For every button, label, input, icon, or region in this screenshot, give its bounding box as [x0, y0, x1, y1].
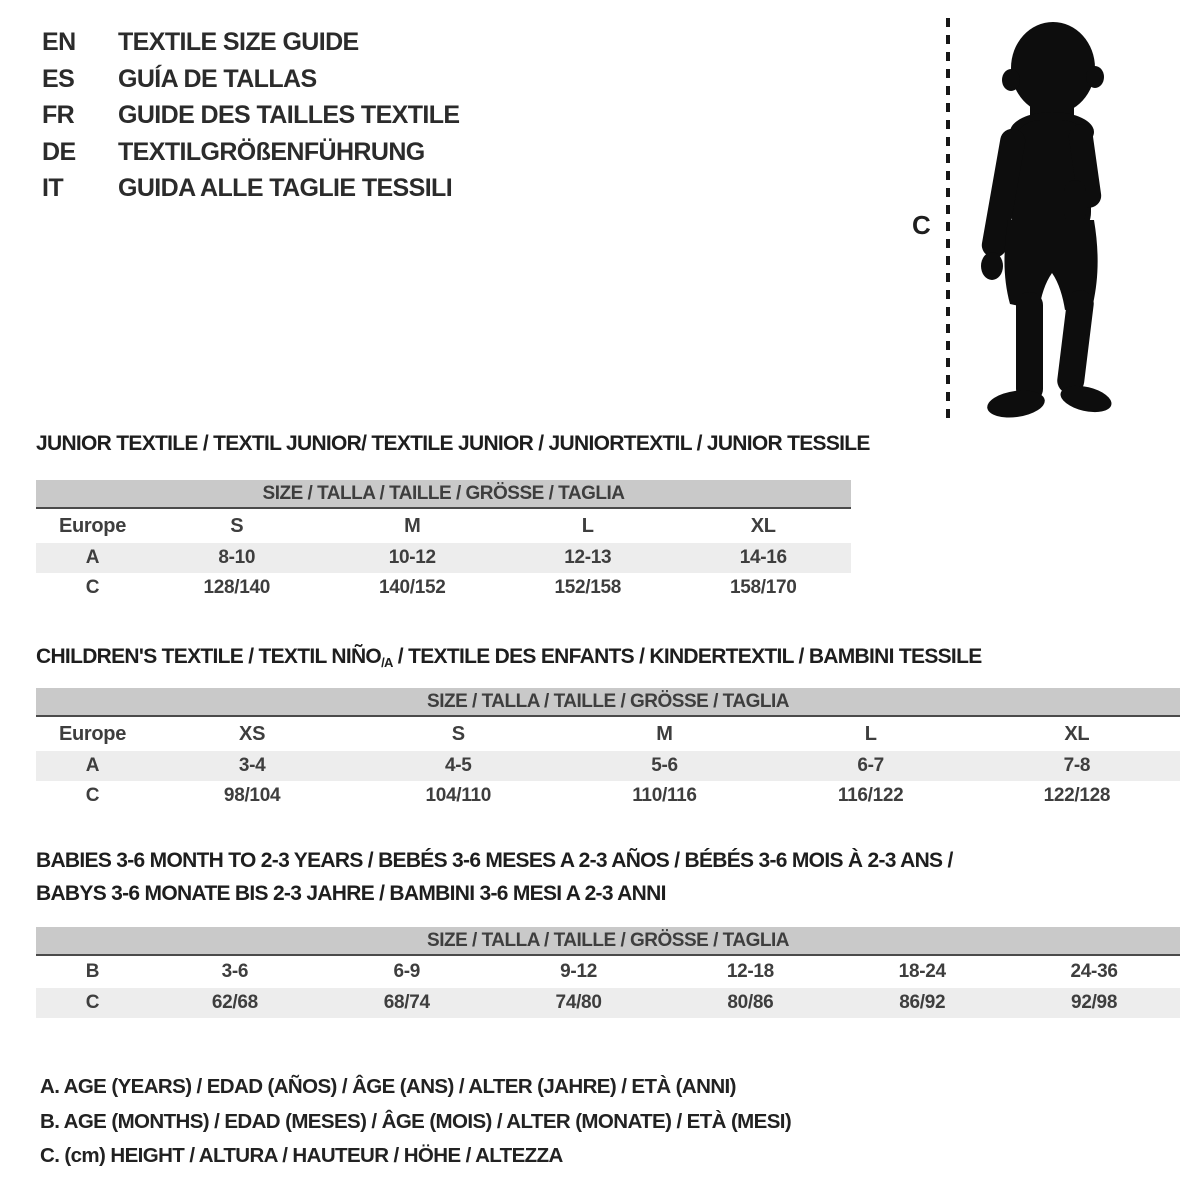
language-row-fr: FR GUIDE DES TAILLES TEXTILE [42, 97, 460, 134]
size-header-row: SIZE / TALLA / TAILLE / GRÖSSE / TAGLIA [36, 688, 1180, 717]
age-cell: 12-18 [726, 961, 774, 982]
region-size-row: Europe XS S M L XL [36, 716, 1180, 751]
age-cell: 5-6 [561, 751, 768, 781]
height-cell: 116/122 [837, 785, 904, 806]
junior-size-table: SIZE / TALLA / TAILLE / GRÖSSE / TAGLIA … [36, 480, 851, 603]
language-title: GUÍA DE TALLAS [118, 64, 317, 93]
row-label: A [36, 751, 149, 781]
language-row-de: DE TEXTILGRÖßENFÜHRUNG [42, 134, 460, 171]
language-title: TEXTILGRÖßENFÜHRUNG [118, 137, 425, 166]
height-cell: 122/128 [1043, 785, 1111, 806]
children-title-text: CHILDREN'S TEXTILE / TEXTIL NIÑO [36, 645, 382, 668]
age-cell: 10-12 [324, 543, 500, 573]
babies-size-table: SIZE / TALLA / TAILLE / GRÖSSE / TAGLIA … [36, 927, 1180, 1018]
language-title: TEXTILE SIZE GUIDE [118, 28, 359, 56]
height-measure-label: C [912, 210, 931, 240]
row-label: C [85, 785, 100, 806]
row-label: B [85, 961, 100, 982]
language-code: DE [42, 137, 76, 166]
age-cell: 18-24 [898, 961, 946, 982]
age-cell: 7-8 [973, 751, 1180, 781]
height-cell: 104/110 [425, 785, 492, 806]
language-title-list: EN TEXTILE SIZE GUIDE ES GUÍA DE TALLAS … [42, 24, 460, 207]
age-cell: 6-7 [767, 751, 974, 781]
height-dashed-line [946, 18, 950, 418]
language-code: FR [42, 101, 75, 130]
size-column-header: L [864, 722, 877, 745]
age-cell: 3-4 [149, 751, 356, 781]
legend-height-cm: C. (cm) HEIGHT / ALTURA / HAUTEUR / HÖHE… [40, 1144, 563, 1167]
age-cell: 6-9 [393, 961, 421, 982]
height-cell: 68/74 [320, 988, 493, 1018]
size-header-bar: SIZE / TALLA / TAILLE / GRÖSSE / TAGLIA [36, 688, 1180, 717]
size-header-row: SIZE / TALLA / TAILLE / GRÖSSE / TAGLIA [36, 480, 851, 509]
height-row: C 128/140 140/152 152/158 158/170 [36, 573, 851, 603]
size-column-header: S [230, 514, 244, 537]
language-code: IT [42, 174, 64, 203]
size-column-header: M [404, 514, 421, 537]
size-column-header: S [451, 722, 465, 745]
height-cell: 80/86 [664, 988, 837, 1018]
height-cell: 86/92 [836, 988, 1009, 1018]
size-header-row: SIZE / TALLA / TAILLE / GRÖSSE / TAGLIA [36, 927, 1180, 956]
language-row-it: IT GUIDA ALLE TAGLIE TESSILI [42, 170, 460, 207]
language-code: EN [42, 28, 76, 56]
children-size-table: SIZE / TALLA / TAILLE / GRÖSSE / TAGLIA … [36, 688, 1180, 811]
height-cell: 62/68 [149, 988, 321, 1018]
babies-title-line1: BABIES 3-6 MONTH TO 2-3 YEARS / BEBÉS 3-… [36, 849, 953, 872]
height-cell: 110/116 [632, 785, 697, 806]
language-row-en: EN TEXTILE SIZE GUIDE [42, 24, 460, 61]
height-cell: 140/152 [378, 577, 446, 598]
size-header-bar: SIZE / TALLA / TAILLE / GRÖSSE / TAGLIA [36, 480, 851, 509]
babies-section-title: BABIES 3-6 MONTH TO 2-3 YEARS / BEBÉS 3-… [36, 844, 953, 910]
junior-section-title: JUNIOR TEXTILE / TEXTIL JUNIOR/ TEXTILE … [36, 432, 870, 455]
babies-title-line2: BABYS 3-6 MONATE BIS 2-3 JAHRE / BAMBINI… [36, 882, 666, 905]
toddler-silhouette [981, 22, 1112, 418]
region-label: Europe [58, 722, 127, 745]
language-code: ES [42, 64, 75, 93]
age-cell: 4-5 [355, 751, 562, 781]
height-row: C 98/104 104/110 110/116 116/122 122/128 [36, 781, 1180, 811]
size-column-header: XS [239, 722, 266, 745]
age-row: A 8-10 10-12 12-13 14-16 [36, 543, 851, 573]
legend-age-years: A. AGE (YEARS) / EDAD (AÑOS) / ÂGE (ANS)… [40, 1075, 736, 1098]
language-title: GUIDA ALLE TAGLIE TESSILI [118, 174, 453, 203]
height-cell: 98/104 [223, 785, 281, 806]
children-title-text: / TEXTILE DES ENFANTS / KINDERTEXTIL / B… [392, 645, 982, 668]
height-cell: 74/80 [492, 988, 665, 1018]
children-title-subscript: /A [381, 655, 393, 670]
language-row-es: ES GUÍA DE TALLAS [42, 61, 460, 98]
height-row: C 62/68 68/74 74/80 80/86 86/92 92/98 [36, 988, 1180, 1018]
height-cell: 152/158 [554, 577, 622, 598]
age-months-row: B 3-6 6-9 9-12 12-18 18-24 24-36 [36, 955, 1180, 988]
height-cell: 158/170 [729, 577, 797, 598]
size-column-header: M [656, 722, 673, 745]
height-measure-figure: C [900, 14, 1200, 424]
height-cell: 92/98 [1008, 988, 1180, 1018]
size-column-header: XL [1064, 722, 1090, 745]
size-column-header: XL [750, 514, 776, 537]
age-row: A 3-4 4-5 5-6 6-7 7-8 [36, 751, 1180, 781]
age-cell: 12-13 [500, 543, 676, 573]
height-cell: 128/140 [203, 577, 271, 598]
row-label: C [36, 988, 149, 1018]
region-size-row: Europe S M L XL [36, 508, 851, 543]
age-cell: 9-12 [560, 961, 597, 982]
row-label: C [85, 577, 100, 598]
legend-age-months: B. AGE (MONTHS) / EDAD (MESES) / ÂGE (MO… [40, 1109, 792, 1133]
legend: A. AGE (YEARS) / EDAD (AÑOS) / ÂGE (ANS)… [40, 1070, 792, 1174]
age-cell: 3-6 [221, 961, 249, 982]
row-label: A [36, 543, 149, 573]
size-header-bar: SIZE / TALLA / TAILLE / GRÖSSE / TAGLIA [36, 927, 1180, 956]
children-section-title: CHILDREN'S TEXTILE / TEXTIL NIÑO/A / TEX… [36, 645, 982, 674]
age-cell: 14-16 [675, 543, 851, 573]
size-column-header: L [581, 514, 594, 537]
language-title: GUIDE DES TAILLES TEXTILE [118, 101, 460, 130]
age-cell: 24-36 [1070, 961, 1118, 982]
region-label: Europe [58, 514, 127, 537]
age-cell: 8-10 [149, 543, 325, 573]
